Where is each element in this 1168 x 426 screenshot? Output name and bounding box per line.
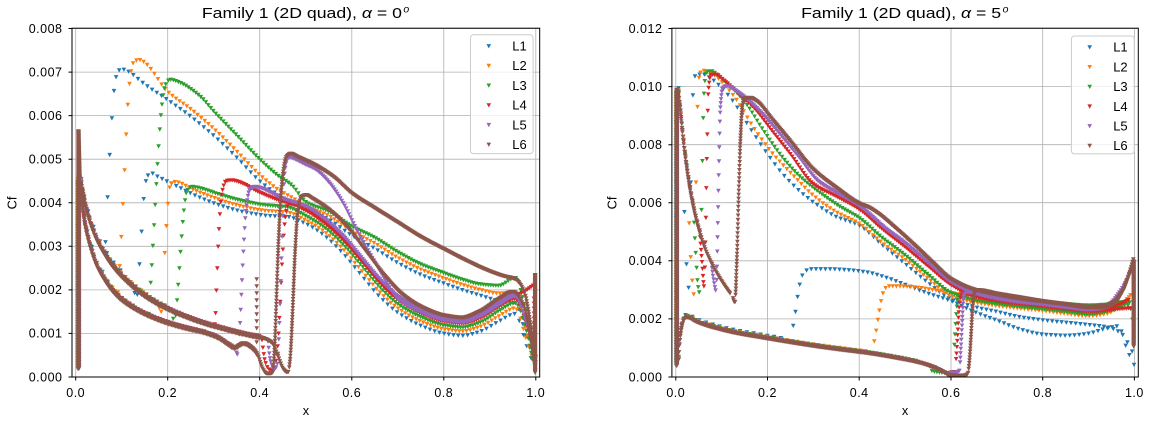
svg-text:Cf: Cf bbox=[605, 196, 620, 209]
svg-text:0.003: 0.003 bbox=[29, 240, 63, 254]
svg-text:x: x bbox=[303, 403, 310, 418]
svg-text:L1: L1 bbox=[512, 39, 526, 54]
svg-text:1.0: 1.0 bbox=[526, 386, 545, 400]
svg-text:0.0: 0.0 bbox=[666, 386, 685, 400]
svg-text:L3: L3 bbox=[512, 78, 526, 93]
svg-text:L5: L5 bbox=[512, 117, 526, 132]
svg-text:0.0: 0.0 bbox=[66, 386, 85, 400]
svg-text:o: o bbox=[1003, 4, 1009, 16]
svg-text:Family 1 (2D quad), α = 5: Family 1 (2D quad), α = 5 bbox=[801, 5, 1001, 22]
svg-text:L2: L2 bbox=[1113, 59, 1127, 74]
svg-text:L3: L3 bbox=[1113, 79, 1127, 94]
svg-text:0.6: 0.6 bbox=[942, 386, 961, 400]
svg-text:0.007: 0.007 bbox=[29, 65, 63, 79]
svg-text:L1: L1 bbox=[1113, 40, 1127, 55]
svg-text:0.4: 0.4 bbox=[850, 386, 869, 400]
svg-text:0.6: 0.6 bbox=[342, 386, 361, 400]
svg-text:0.004: 0.004 bbox=[629, 254, 663, 268]
svg-text:L6: L6 bbox=[1113, 138, 1127, 153]
svg-text:Family 1 (2D quad), α = 0: Family 1 (2D quad), α = 0 bbox=[202, 5, 402, 22]
svg-text:0.2: 0.2 bbox=[758, 386, 777, 400]
svg-text:0.006: 0.006 bbox=[629, 196, 663, 210]
svg-text:0.002: 0.002 bbox=[29, 283, 63, 297]
svg-text:L4: L4 bbox=[1113, 99, 1127, 114]
svg-text:L6: L6 bbox=[512, 137, 526, 152]
svg-text:0.008: 0.008 bbox=[29, 22, 63, 36]
svg-text:0.004: 0.004 bbox=[29, 196, 63, 210]
svg-text:0.010: 0.010 bbox=[629, 80, 663, 94]
svg-text:0.000: 0.000 bbox=[29, 370, 63, 384]
svg-text:x: x bbox=[902, 403, 909, 418]
svg-text:0.001: 0.001 bbox=[29, 327, 63, 341]
svg-text:0.000: 0.000 bbox=[629, 370, 663, 384]
svg-text:L5: L5 bbox=[1113, 119, 1127, 134]
svg-text:1.0: 1.0 bbox=[1125, 386, 1144, 400]
svg-text:0.012: 0.012 bbox=[629, 22, 663, 36]
svg-text:0.006: 0.006 bbox=[29, 109, 63, 123]
svg-text:0.002: 0.002 bbox=[629, 312, 663, 326]
svg-text:0.2: 0.2 bbox=[158, 386, 177, 400]
svg-text:0.8: 0.8 bbox=[1033, 386, 1052, 400]
svg-text:0.005: 0.005 bbox=[29, 153, 63, 167]
svg-text:0.008: 0.008 bbox=[629, 138, 663, 152]
svg-text:0.4: 0.4 bbox=[250, 386, 269, 400]
svg-text:L2: L2 bbox=[512, 58, 526, 73]
svg-text:o: o bbox=[403, 4, 409, 16]
svg-text:L4: L4 bbox=[512, 98, 526, 113]
svg-text:0.8: 0.8 bbox=[434, 386, 453, 400]
svg-text:Cf: Cf bbox=[5, 196, 20, 209]
